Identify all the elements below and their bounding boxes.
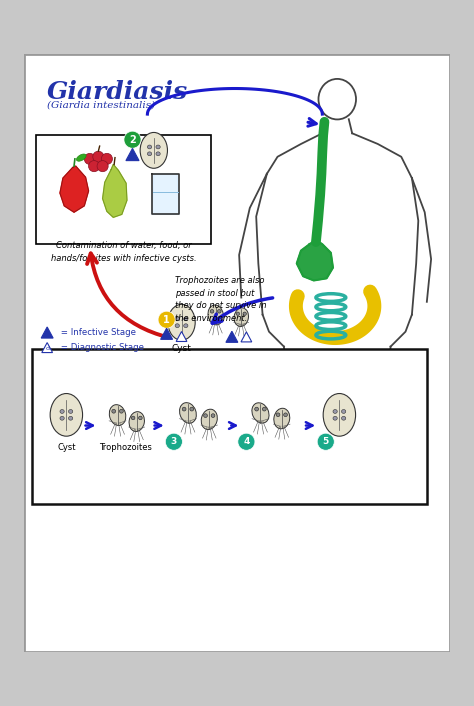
- Polygon shape: [126, 148, 139, 160]
- Ellipse shape: [276, 413, 280, 417]
- Text: Trophozoites are also
passed in stool but
they do not survive in
the environment: Trophozoites are also passed in stool bu…: [175, 276, 267, 323]
- Ellipse shape: [156, 145, 160, 149]
- Ellipse shape: [184, 317, 188, 321]
- Circle shape: [165, 433, 182, 450]
- Ellipse shape: [211, 414, 215, 417]
- Ellipse shape: [204, 414, 208, 417]
- Ellipse shape: [147, 152, 152, 156]
- Text: Cyst: Cyst: [172, 344, 191, 352]
- Ellipse shape: [252, 403, 269, 423]
- Ellipse shape: [180, 402, 196, 423]
- Ellipse shape: [140, 133, 167, 168]
- Ellipse shape: [263, 407, 266, 411]
- Text: 2: 2: [129, 135, 136, 145]
- Ellipse shape: [201, 409, 218, 429]
- Ellipse shape: [341, 409, 346, 414]
- Circle shape: [84, 153, 95, 164]
- Ellipse shape: [68, 409, 73, 414]
- Ellipse shape: [255, 407, 258, 411]
- Circle shape: [124, 131, 141, 148]
- Ellipse shape: [218, 309, 221, 313]
- Ellipse shape: [168, 304, 195, 340]
- Text: 3: 3: [171, 437, 177, 446]
- Ellipse shape: [60, 409, 64, 414]
- Text: (Giardia intestinalis): (Giardia intestinalis): [47, 100, 155, 109]
- Polygon shape: [297, 240, 333, 280]
- Ellipse shape: [333, 409, 337, 414]
- Polygon shape: [152, 174, 179, 215]
- Ellipse shape: [175, 324, 179, 328]
- Ellipse shape: [109, 405, 126, 426]
- Ellipse shape: [341, 417, 346, 420]
- Ellipse shape: [119, 409, 123, 413]
- Bar: [32, 349, 427, 505]
- Polygon shape: [41, 327, 53, 338]
- Polygon shape: [161, 328, 173, 340]
- Ellipse shape: [175, 317, 179, 321]
- Ellipse shape: [129, 412, 145, 431]
- Text: Contamination of water, food, or
hands/fomites with infective cysts.: Contamination of water, food, or hands/f…: [51, 241, 197, 263]
- Text: Giardiasis: Giardiasis: [47, 80, 188, 104]
- Ellipse shape: [236, 312, 239, 316]
- Text: Trophozoites: Trophozoites: [99, 443, 152, 452]
- Ellipse shape: [138, 416, 142, 420]
- Bar: [36, 136, 211, 244]
- Ellipse shape: [76, 154, 86, 161]
- Polygon shape: [102, 164, 127, 217]
- Ellipse shape: [274, 408, 290, 429]
- Ellipse shape: [190, 407, 194, 411]
- Text: = Infective Stage: = Infective Stage: [58, 328, 136, 337]
- Ellipse shape: [131, 416, 135, 420]
- Ellipse shape: [208, 305, 223, 325]
- Text: Cyst: Cyst: [57, 443, 76, 452]
- Ellipse shape: [50, 393, 82, 436]
- Circle shape: [158, 311, 175, 328]
- Ellipse shape: [234, 308, 248, 326]
- Circle shape: [238, 433, 255, 450]
- Polygon shape: [60, 166, 89, 213]
- Circle shape: [97, 160, 108, 172]
- Circle shape: [89, 160, 100, 172]
- Circle shape: [101, 153, 112, 164]
- Circle shape: [317, 433, 334, 450]
- Ellipse shape: [112, 409, 116, 413]
- Text: 4: 4: [243, 437, 250, 446]
- Ellipse shape: [147, 145, 152, 149]
- Text: 5: 5: [323, 437, 329, 446]
- Polygon shape: [176, 332, 187, 342]
- Ellipse shape: [333, 417, 337, 420]
- Text: 1: 1: [163, 315, 170, 325]
- Ellipse shape: [283, 413, 287, 417]
- Ellipse shape: [68, 417, 73, 420]
- Polygon shape: [226, 331, 238, 342]
- Ellipse shape: [184, 324, 188, 328]
- Text: = Diagnostic Stage: = Diagnostic Stage: [58, 343, 144, 352]
- Ellipse shape: [210, 309, 214, 313]
- Ellipse shape: [323, 393, 356, 436]
- Ellipse shape: [60, 417, 64, 420]
- Polygon shape: [42, 342, 53, 352]
- Circle shape: [93, 151, 104, 162]
- Polygon shape: [241, 332, 252, 342]
- Ellipse shape: [156, 152, 160, 156]
- Text: d: d: [46, 346, 50, 351]
- Ellipse shape: [182, 407, 186, 411]
- Ellipse shape: [243, 312, 246, 316]
